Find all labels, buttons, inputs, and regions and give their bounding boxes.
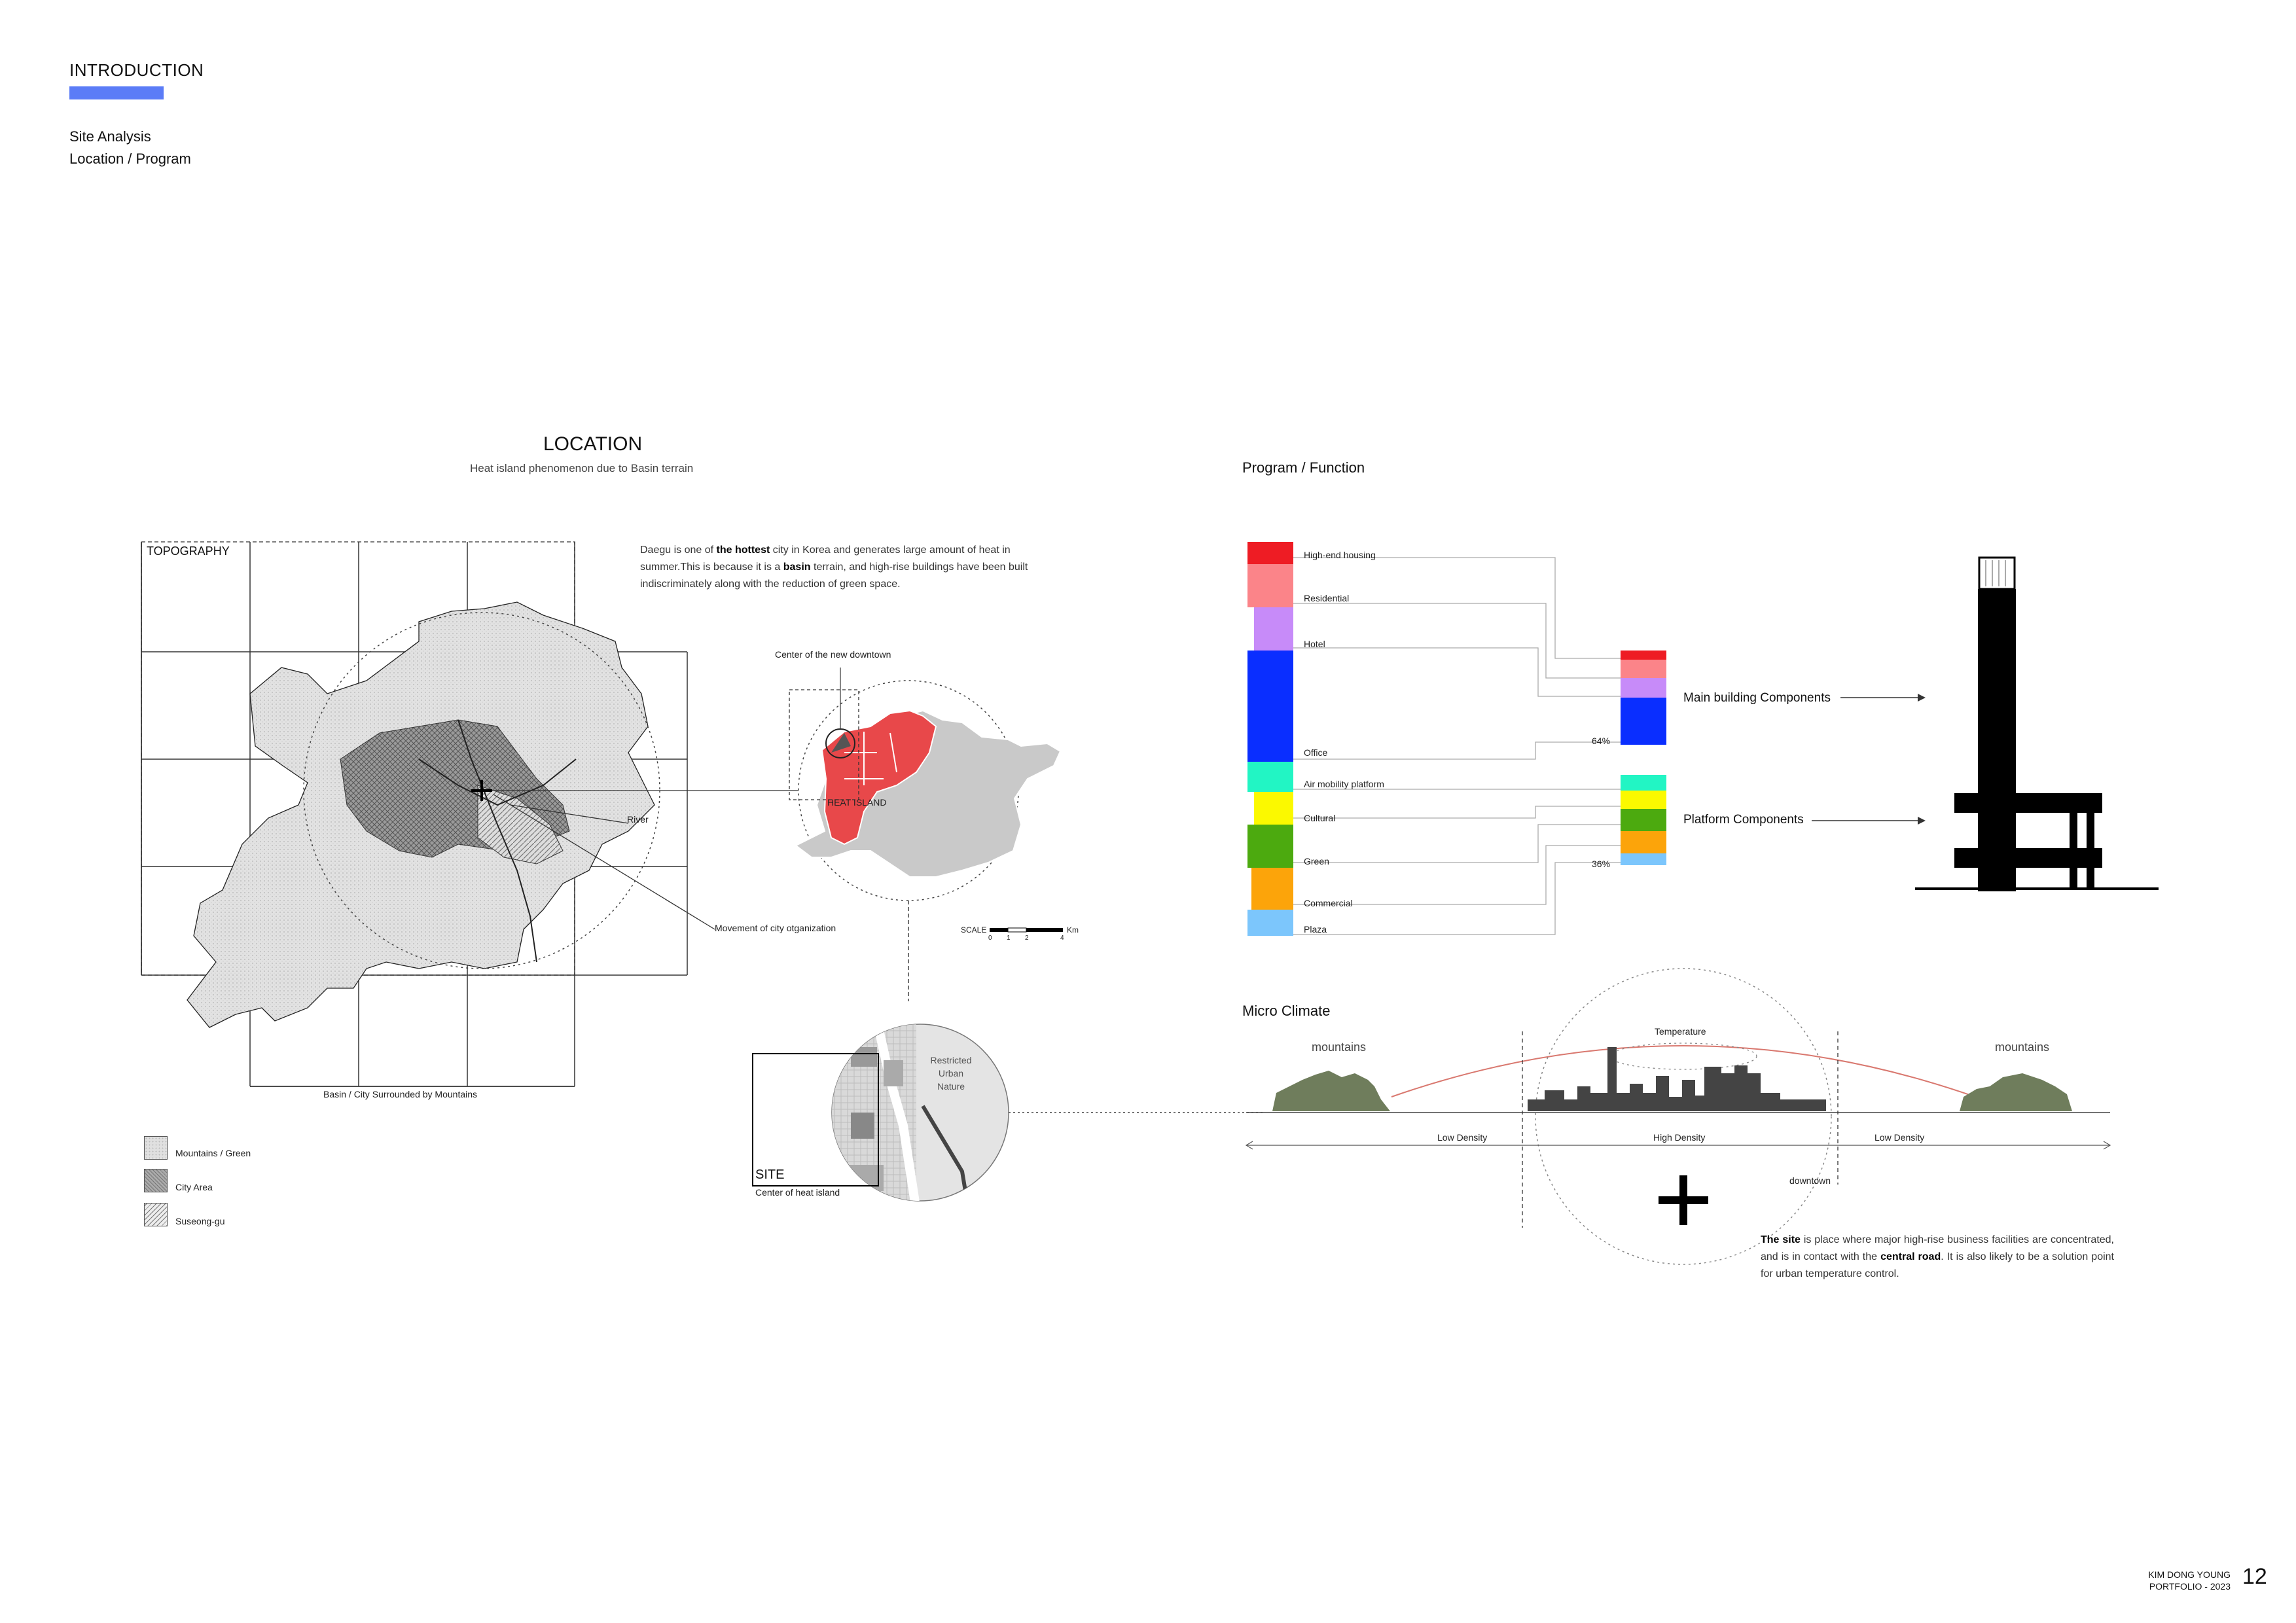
main-building-stack bbox=[1621, 651, 1666, 745]
downtown-label: downtown bbox=[1789, 1175, 1831, 1186]
main-stack-residential bbox=[1621, 660, 1666, 678]
program-label-office: Office bbox=[1304, 747, 1328, 758]
main-stack-high-end-housing bbox=[1621, 651, 1666, 660]
program-label-residential: Residential bbox=[1304, 593, 1350, 603]
platform-stack-commercial bbox=[1621, 831, 1666, 853]
platform-stack-green bbox=[1621, 809, 1666, 831]
platform-percent: 36% bbox=[1592, 859, 1611, 869]
platform-components-label: Platform Components bbox=[1683, 813, 1804, 827]
legend-mountains-swatch bbox=[144, 1136, 168, 1160]
site-frame bbox=[752, 1053, 879, 1186]
program-title: Program / Function bbox=[1242, 459, 1365, 476]
low-density-left-label: Low Density bbox=[1437, 1132, 1488, 1143]
scale-bar bbox=[990, 927, 1063, 933]
program-bar-high-end-housing bbox=[1247, 542, 1293, 564]
program-label-plaza: Plaza bbox=[1304, 924, 1327, 935]
accent-bar bbox=[69, 86, 164, 99]
platform-stack-air-mobility bbox=[1621, 775, 1666, 791]
center-cross-icon bbox=[471, 780, 492, 801]
scale-tick: 4 bbox=[1060, 935, 1064, 942]
legend-suseong-swatch bbox=[144, 1203, 168, 1226]
footer-author: KIM DONG YOUNG bbox=[2148, 1569, 2231, 1580]
site-caption: Center of heat island bbox=[755, 1187, 840, 1198]
temperature-label: Temperature bbox=[1655, 1026, 1706, 1037]
river-line bbox=[457, 719, 537, 963]
basin-caption: Basin / City Surrounded by Mountains bbox=[323, 1089, 478, 1099]
program-label-green: Green bbox=[1304, 856, 1329, 866]
program-bar-plaza bbox=[1247, 910, 1293, 936]
program-label-high-end-housing: High-end housing bbox=[1304, 550, 1376, 560]
daegu-description: Daegu is one of the hottest city in Kore… bbox=[640, 544, 1028, 590]
mountains-left-shape bbox=[1272, 1071, 1390, 1111]
river-label: River bbox=[627, 814, 649, 825]
location-subtitle: Heat island phenomenon due to Basin terr… bbox=[470, 462, 694, 474]
main-components-label: Main building Components bbox=[1683, 691, 1831, 705]
program-bar-green bbox=[1247, 825, 1293, 868]
micro-climate-diagram bbox=[1245, 968, 2111, 1265]
scale-tick: 0 bbox=[988, 935, 992, 942]
scale-tick: 2 bbox=[1025, 935, 1029, 942]
tower-elevation bbox=[1915, 556, 2159, 891]
platform-stack-cultural bbox=[1621, 791, 1666, 809]
main-percent: 64% bbox=[1592, 736, 1611, 746]
city-skyline bbox=[1528, 1047, 1826, 1111]
scale-unit: Km bbox=[1067, 925, 1079, 935]
program-bars bbox=[1247, 542, 1293, 936]
location-title: LOCATION bbox=[543, 433, 643, 455]
legend-city-label: City Area bbox=[175, 1182, 213, 1192]
downtown-cross-icon bbox=[1659, 1175, 1708, 1225]
legend-city-swatch bbox=[144, 1169, 168, 1192]
subtitle-location-program: Location / Program bbox=[69, 151, 191, 167]
program-label-cultural: Cultural bbox=[1304, 813, 1336, 823]
scale-tick: 1 bbox=[1007, 935, 1011, 942]
temperature-arc bbox=[1391, 1045, 1976, 1097]
program-label-hotel: Hotel bbox=[1304, 639, 1325, 649]
program-bar-residential bbox=[1247, 564, 1293, 607]
heat-island-label: HEAT ISLAND bbox=[827, 797, 887, 808]
main-stack-office bbox=[1621, 698, 1666, 745]
micro-climate-title: Micro Climate bbox=[1242, 1003, 1331, 1019]
program-bar-commercial bbox=[1251, 868, 1293, 910]
low-density-right-label: Low Density bbox=[1874, 1132, 1925, 1143]
main-stack-hotel bbox=[1621, 678, 1666, 698]
restricted-label: Restricted Urban Nature bbox=[930, 1055, 972, 1092]
footer-portfolio: PORTFOLIO - 2023 bbox=[2149, 1581, 2231, 1592]
mountains-right-shape bbox=[1960, 1073, 2072, 1111]
platform-stack bbox=[1621, 775, 1666, 865]
topography-label: TOPOGRAPHY bbox=[147, 544, 230, 558]
page-number: 12 bbox=[2242, 1564, 2267, 1589]
program-connectors bbox=[1293, 557, 1621, 935]
program-label-air-mobility: Air mobility platform bbox=[1304, 779, 1384, 789]
subtitle-site-analysis: Site Analysis bbox=[69, 128, 151, 145]
program-bar-cultural bbox=[1254, 792, 1293, 825]
heat-island-area bbox=[821, 709, 937, 846]
legend-suseong-label: Suseong-gu bbox=[175, 1216, 225, 1226]
mountains-left-label: mountains bbox=[1312, 1041, 1367, 1054]
platform-stack-plaza bbox=[1621, 853, 1666, 865]
section-title: INTRODUCTION bbox=[69, 60, 204, 80]
new-downtown-label: Center of the new downtown bbox=[775, 649, 891, 660]
site-description: The site is place where major high-rise … bbox=[1761, 1234, 2115, 1279]
high-density-label: High Density bbox=[1653, 1132, 1706, 1143]
program-bar-office bbox=[1247, 651, 1293, 762]
movement-label: Movement of city otganization bbox=[715, 923, 836, 933]
scale-label: SCALE bbox=[961, 925, 987, 935]
program-bar-hotel bbox=[1254, 607, 1293, 651]
legend-mountains-label: Mountains / Green bbox=[175, 1148, 251, 1158]
mountains-right-label: mountains bbox=[1995, 1041, 2050, 1054]
program-label-commercial: Commercial bbox=[1304, 898, 1353, 908]
site-label: SITE bbox=[755, 1168, 785, 1182]
program-bar-air-mobility bbox=[1247, 762, 1293, 792]
